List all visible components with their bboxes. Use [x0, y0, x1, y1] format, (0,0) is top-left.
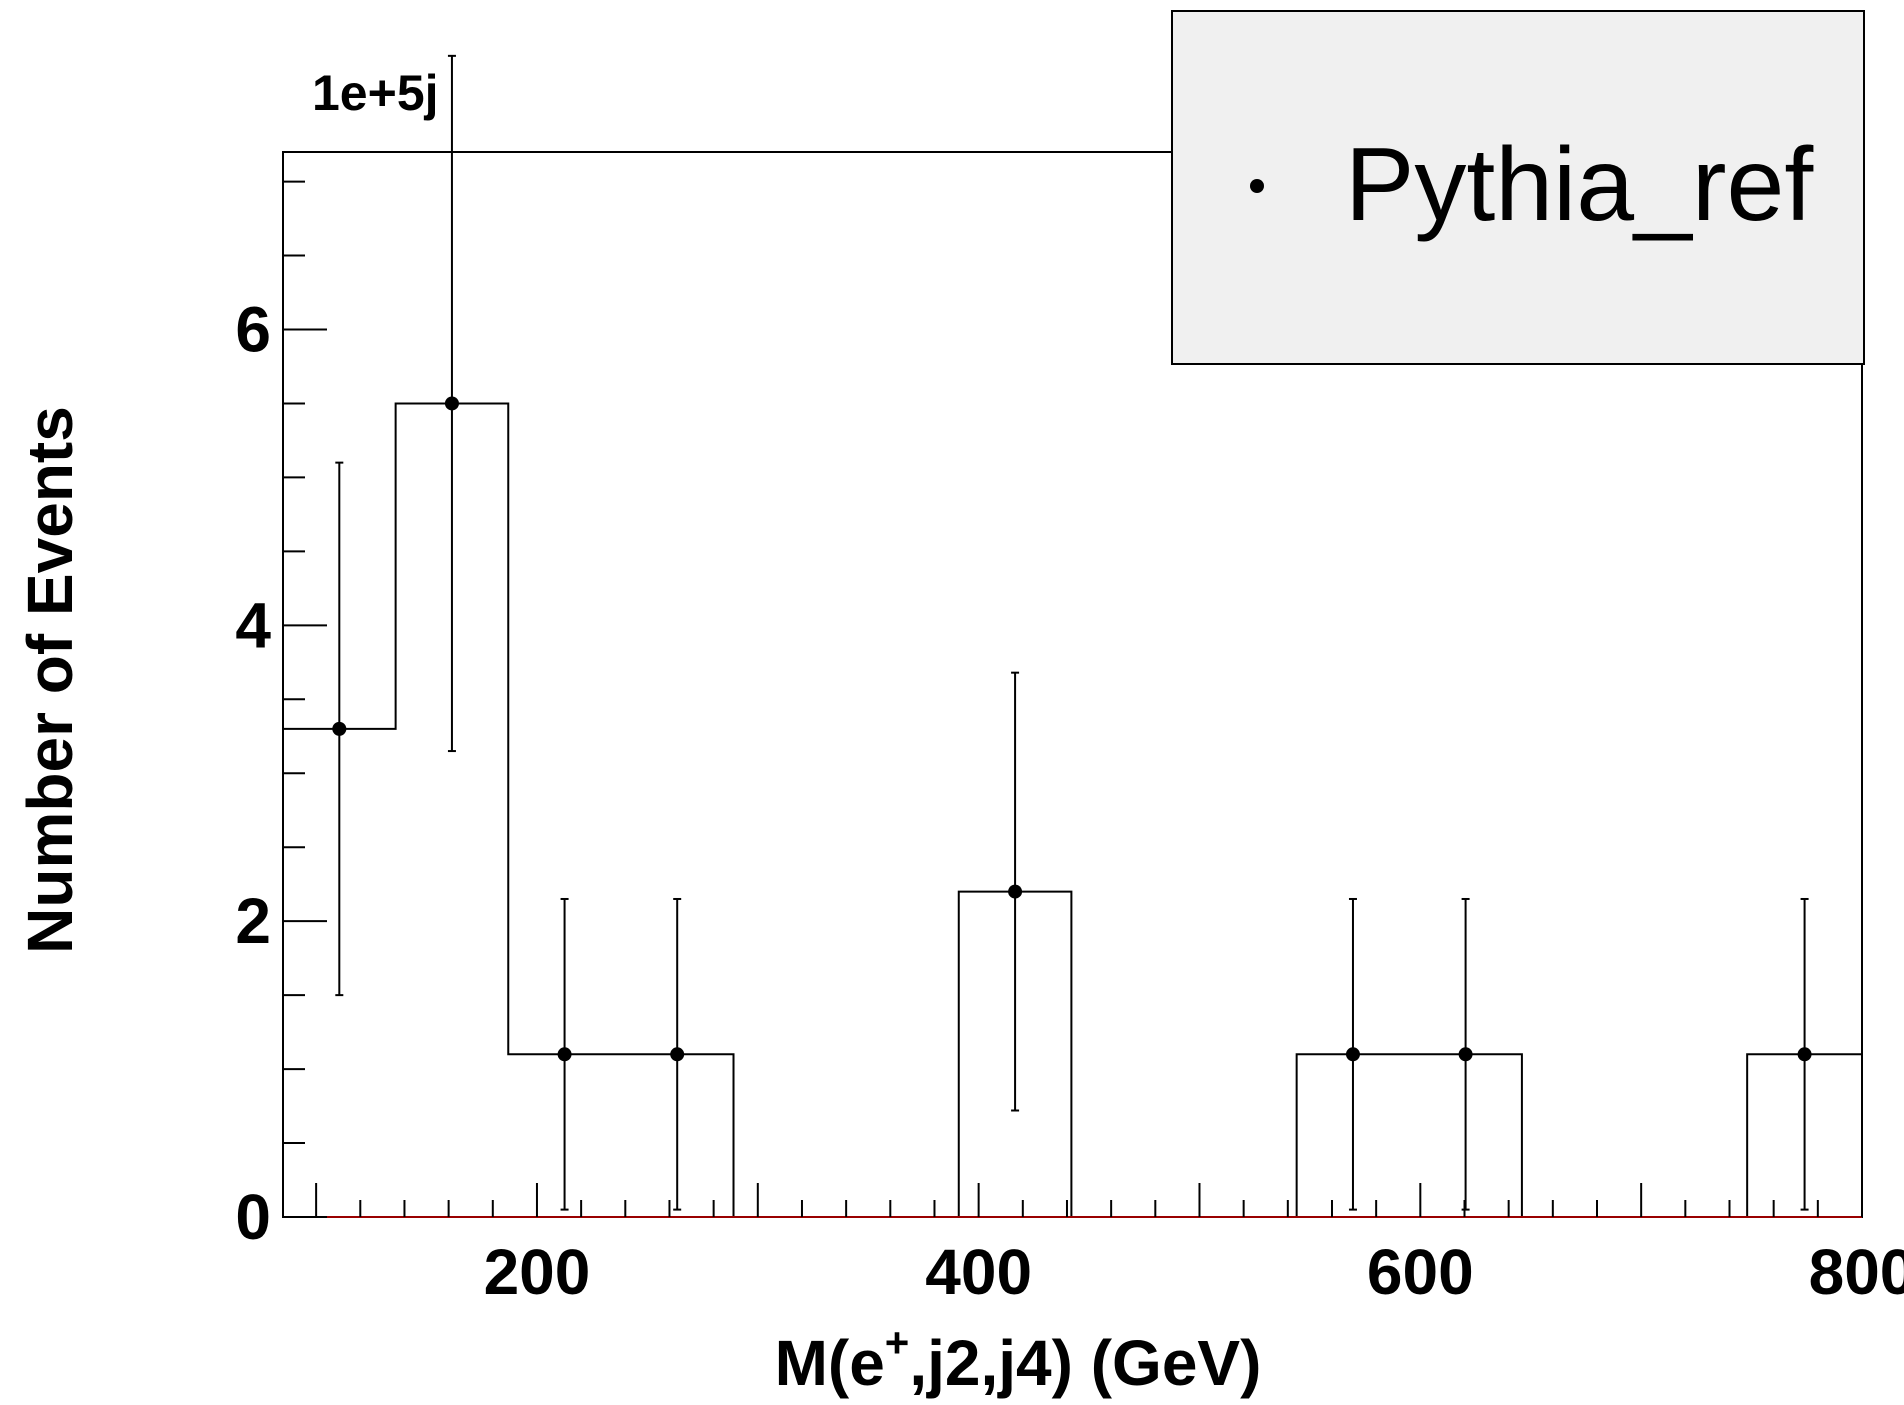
legend: Pythia_ref [1171, 10, 1865, 365]
y-tick-label: 2 [235, 885, 271, 957]
histogram-outline [282, 402, 1863, 1218]
data-point [332, 721, 347, 736]
histogram-layer [282, 402, 1863, 1218]
legend-label: Pythia_ref [1345, 127, 1814, 243]
x-tick-label: 800 [1809, 1236, 1904, 1308]
data-point [1008, 884, 1023, 899]
data-point-layer [332, 396, 1812, 1062]
data-point [1797, 1047, 1812, 1062]
legend-marker [1250, 179, 1264, 193]
x-tick-label: 400 [925, 1236, 1032, 1308]
legend-box [1171, 10, 1865, 365]
data-point [557, 1047, 572, 1062]
x-tick-label: 600 [1367, 1236, 1474, 1308]
y-axis-title: Number of Events [14, 406, 86, 954]
data-point [444, 396, 459, 411]
x-tick-label: 200 [484, 1236, 591, 1308]
data-point [1458, 1047, 1473, 1062]
tick-layer [283, 180, 1863, 1218]
tick-label-layer: 200 400 600 800 0 2 4 6 [235, 294, 1904, 1309]
y-tick-label: 6 [235, 294, 271, 366]
y-multiplier-label: 1e+5j [312, 65, 439, 121]
y-tick-label: 0 [235, 1181, 271, 1253]
x-axis-title: M(e+,j2,j4) (GeV) [775, 1319, 1262, 1399]
data-point [1345, 1047, 1360, 1062]
data-point [670, 1047, 685, 1062]
y-tick-label: 4 [235, 589, 271, 661]
